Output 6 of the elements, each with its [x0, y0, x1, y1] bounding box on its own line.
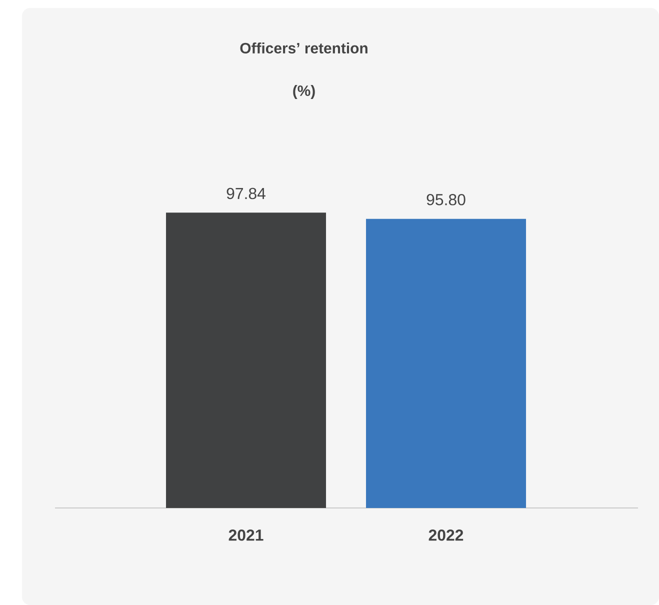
- chart-subtitle: (%): [293, 85, 315, 99]
- data-label: 97.84: [226, 188, 266, 200]
- chart-title: Officers’ retention: [240, 42, 368, 54]
- data-label: 95.80: [426, 194, 466, 206]
- x-tick-label: 2022: [428, 530, 464, 541]
- x-tick-label: 2021: [228, 530, 264, 541]
